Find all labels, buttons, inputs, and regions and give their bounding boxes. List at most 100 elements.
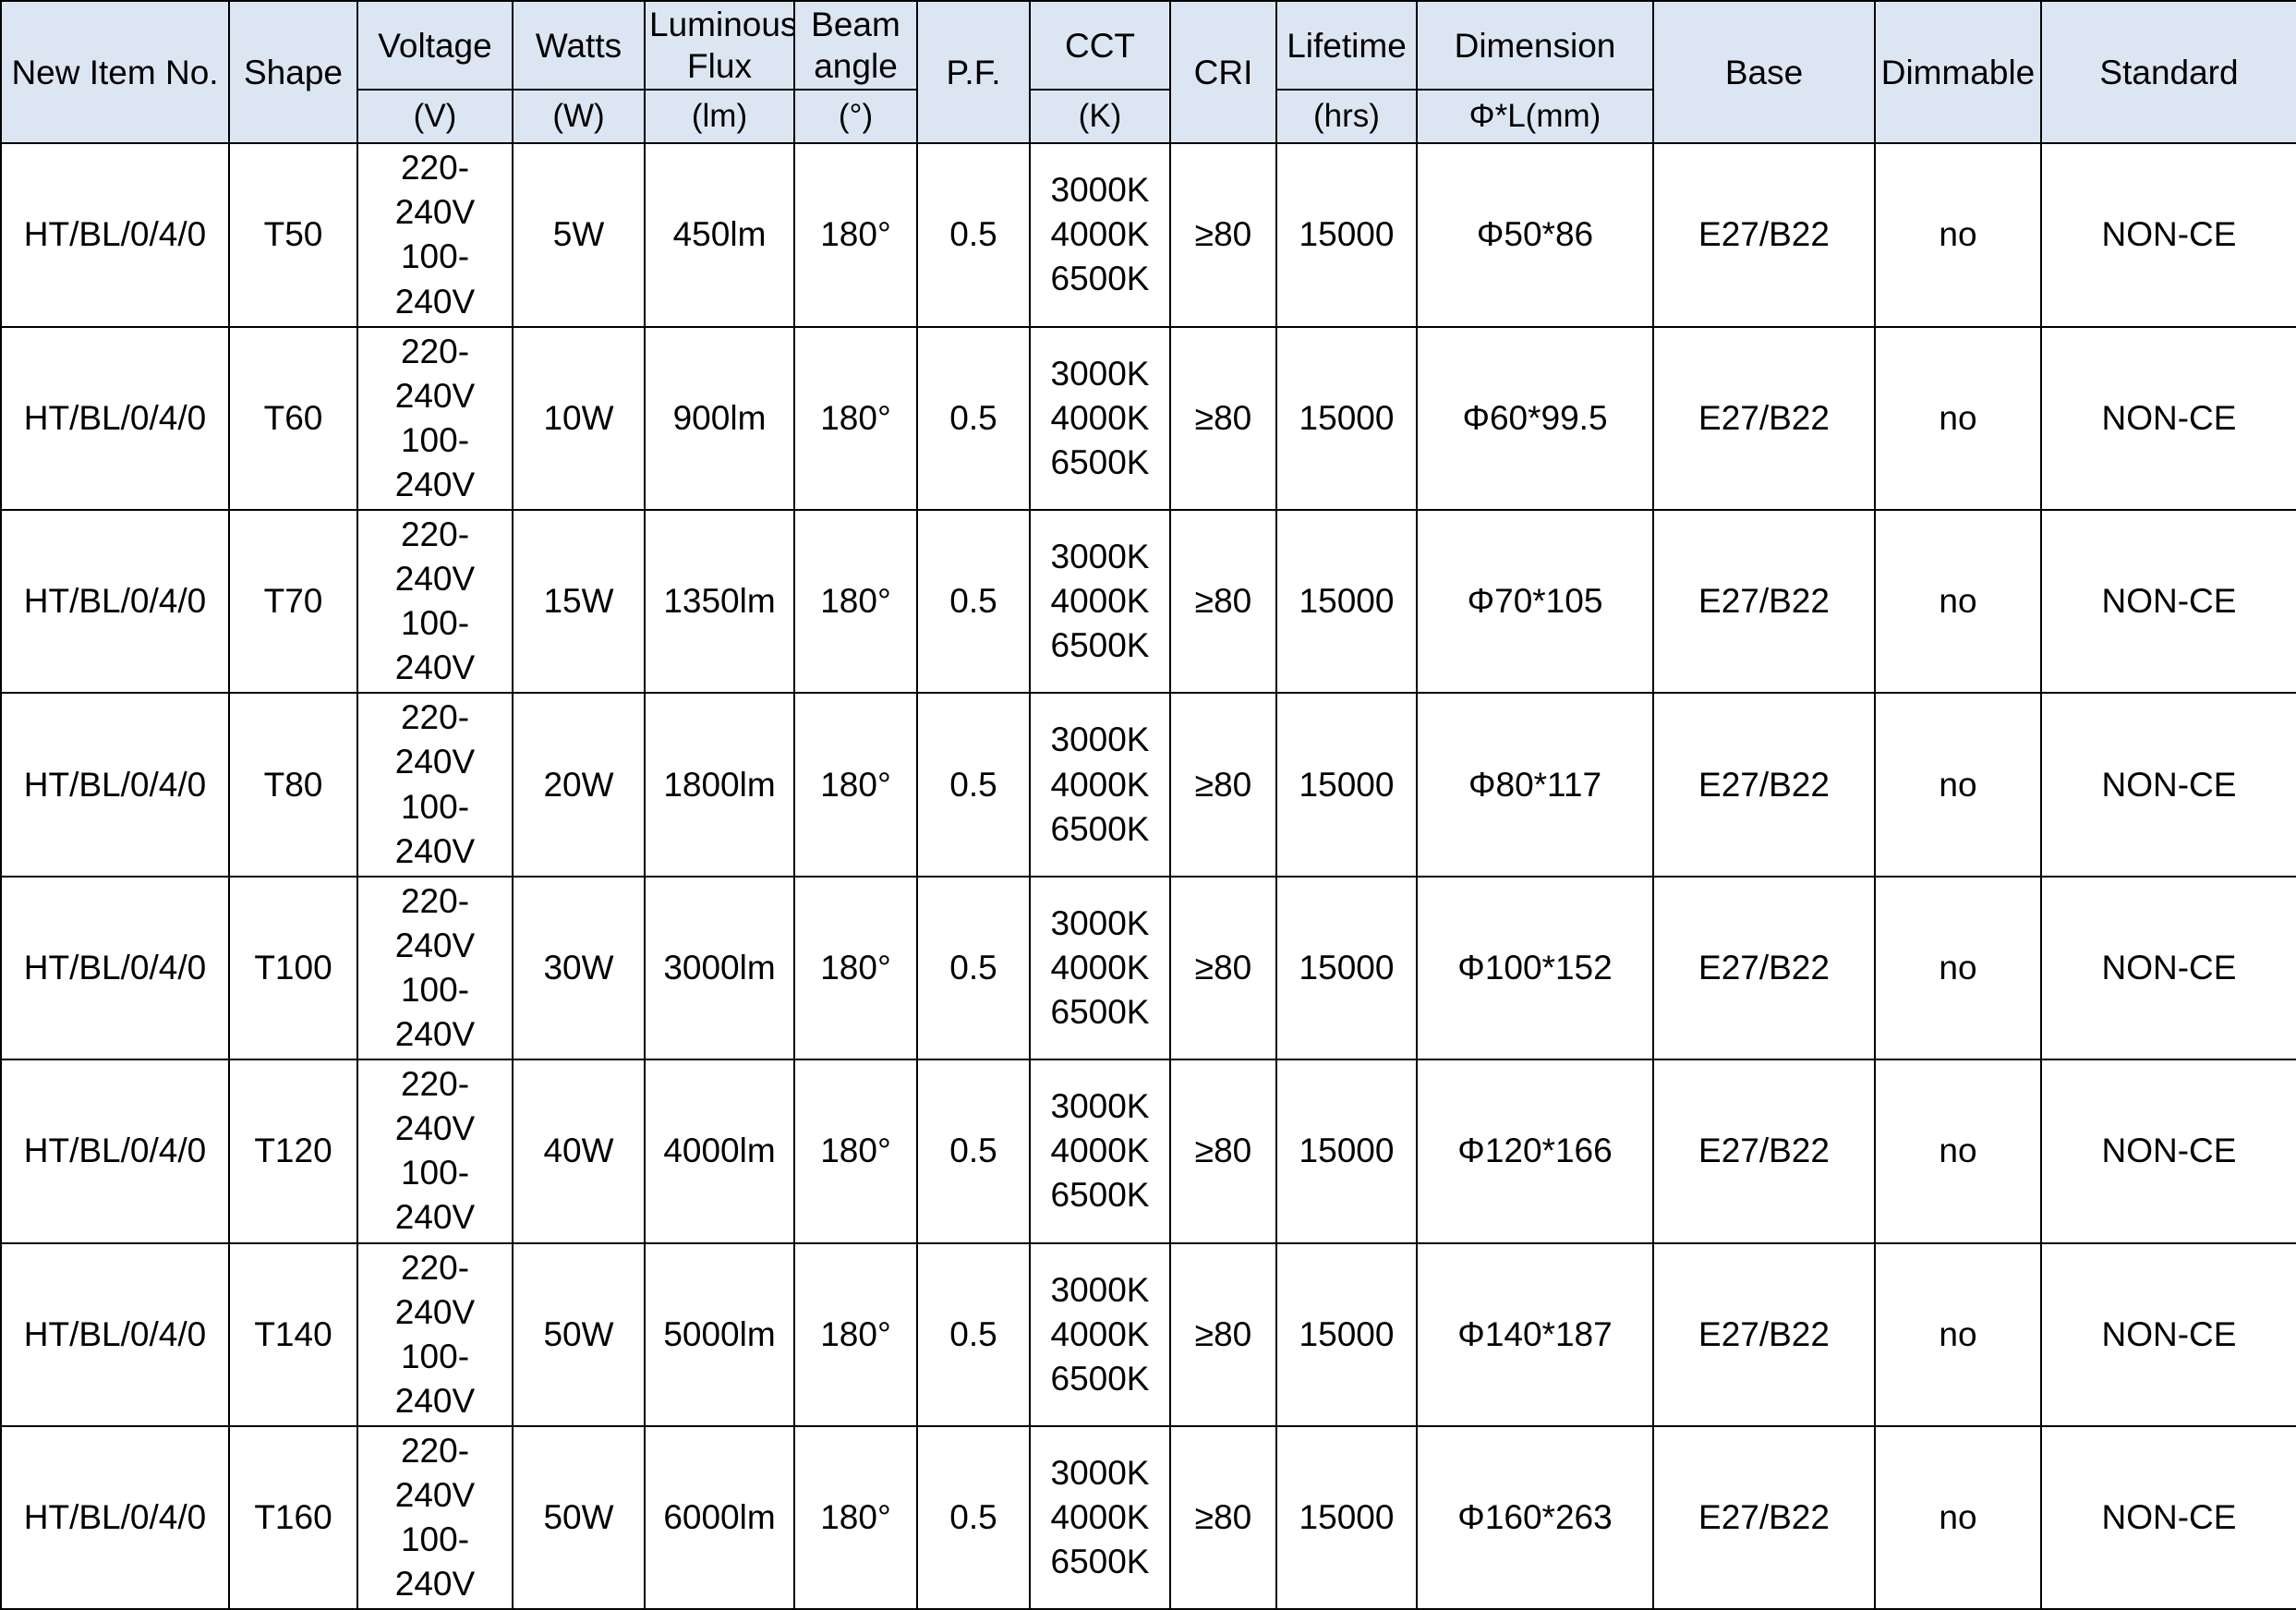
column-header-watts[interactable]: Watts: [512, 0, 646, 91]
cell-item: HT/BL/0/4/0: [0, 508, 230, 695]
cell-beam: 180°: [793, 325, 918, 512]
table-row: HT/BL/0/4/0 T70 220-240V 100-240V 15W 1350lm…: [0, 508, 2296, 695]
cell-cct: 3000K 4000K 6500K: [1029, 1241, 1171, 1427]
cell-cri: ≥80: [1169, 875, 1277, 1061]
cell-lifetime: 15000: [1275, 692, 1418, 878]
cell-base: E27/B22: [1652, 325, 1876, 512]
column-header-cct[interactable]: CCT: [1029, 0, 1171, 91]
cell-dimension: Φ140*187: [1416, 1241, 1654, 1427]
column-header-pf[interactable]: P.F.: [916, 0, 1031, 145]
cell-cct: 3000K 4000K 6500K: [1029, 508, 1171, 695]
column-header-standard[interactable]: Standard: [2040, 0, 2296, 145]
cell-standard: NON-CE: [2040, 692, 2296, 878]
cell-dimmable: no: [1874, 1241, 2042, 1427]
cell-base: E27/B22: [1652, 1059, 1876, 1244]
cell-pf: 0.5: [916, 1241, 1031, 1427]
cell-item: HT/BL/0/4/0: [0, 325, 230, 512]
cell-watts: 5W: [512, 142, 646, 328]
header-row-title: New Item No. Shape Voltage Watts Luminous Fl…: [0, 0, 2296, 145]
cell-pf: 0.5: [916, 325, 1031, 512]
column-header-lifetime[interactable]: Lifetime: [1275, 0, 1418, 91]
cell-lifetime: 15000: [1275, 142, 1418, 328]
cell-beam: 180°: [793, 1241, 918, 1427]
column-unit-beam: (°): [793, 89, 918, 145]
cell-cct: 3000K 4000K 6500K: [1029, 142, 1171, 328]
column-header-flux[interactable]: Luminous Flux: [644, 0, 795, 91]
cell-cct: 3000K 4000K 6500K: [1029, 1059, 1171, 1244]
cell-standard: NON-CE: [2040, 875, 2296, 1061]
cell-flux: 3000lm: [644, 875, 795, 1061]
column-unit-voltage: (V): [356, 89, 514, 145]
table-row: HT/BL/0/4/0 T60 220-240V 100-240V 10W 900lm 1…: [0, 325, 2296, 512]
column-header-dimmable[interactable]: Dimmable: [1874, 0, 2042, 145]
cell-pf: 0.5: [916, 1424, 1031, 1610]
cell-dimension: Φ100*152: [1416, 875, 1654, 1061]
cell-dimension: Φ120*166: [1416, 1059, 1654, 1244]
cell-base: E27/B22: [1652, 1424, 1876, 1610]
cell-flux: 5000lm: [644, 1241, 795, 1427]
cell-pf: 0.5: [916, 1059, 1031, 1244]
cell-flux: 4000lm: [644, 1059, 795, 1244]
cell-dimension: Φ80*117: [1416, 692, 1654, 878]
cell-voltage: 220-240V 100-240V: [356, 1424, 514, 1610]
cell-base: E27/B22: [1652, 692, 1876, 878]
cell-cct: 3000K 4000K 6500K: [1029, 1424, 1171, 1610]
cell-dimension: Φ160*263: [1416, 1424, 1654, 1610]
cell-voltage: 220-240V 100-240V: [356, 1059, 514, 1244]
cell-shape: T50: [228, 142, 358, 328]
cell-shape: T140: [228, 1241, 358, 1427]
cell-lifetime: 15000: [1275, 325, 1418, 512]
cell-dimension: Φ70*105: [1416, 508, 1654, 695]
column-header-cri[interactable]: CRI: [1169, 0, 1277, 145]
column-header-item[interactable]: New Item No.: [0, 0, 230, 145]
cell-watts: 15W: [512, 508, 646, 695]
cell-dimmable: no: [1874, 1059, 2042, 1244]
cell-beam: 180°: [793, 508, 918, 695]
cell-dimmable: no: [1874, 508, 2042, 695]
cell-watts: 30W: [512, 875, 646, 1061]
cell-beam: 180°: [793, 875, 918, 1061]
cell-shape: T120: [228, 1059, 358, 1244]
cell-item: HT/BL/0/4/0: [0, 875, 230, 1061]
cell-item: HT/BL/0/4/0: [0, 1241, 230, 1427]
cell-shape: T80: [228, 692, 358, 878]
column-unit-flux: (lm): [644, 89, 795, 145]
cell-lifetime: 15000: [1275, 875, 1418, 1061]
column-header-dimension[interactable]: Dimension: [1416, 0, 1654, 91]
table-row: HT/BL/0/4/0 T100 220-240V 100-240V 30W 3000l…: [0, 875, 2296, 1061]
cell-voltage: 220-240V 100-240V: [356, 1241, 514, 1427]
cell-flux: 900lm: [644, 325, 795, 512]
cell-cri: ≥80: [1169, 1424, 1277, 1610]
cell-voltage: 220-240V 100-240V: [356, 692, 514, 878]
cell-cri: ≥80: [1169, 1059, 1277, 1244]
column-unit-dimension: Φ*L(mm): [1416, 89, 1654, 145]
cell-voltage: 220-240V 100-240V: [356, 142, 514, 328]
cell-lifetime: 15000: [1275, 1241, 1418, 1427]
table-body: HT/BL/0/4/0 T50 220-240V 100-240V 5W 450lm 18…: [0, 142, 2296, 1610]
cell-flux: 1800lm: [644, 692, 795, 878]
cell-dimmable: no: [1874, 875, 2042, 1061]
cell-dimension: Φ60*99.5: [1416, 325, 1654, 512]
cell-item: HT/BL/0/4/0: [0, 692, 230, 878]
cell-dimmable: no: [1874, 142, 2042, 328]
cell-shape: T160: [228, 1424, 358, 1610]
column-header-base[interactable]: Base: [1652, 0, 1876, 145]
cell-watts: 50W: [512, 1241, 646, 1427]
table-row: HT/BL/0/4/0 T160 220-240V 100-240V 50W 6000l…: [0, 1424, 2296, 1610]
cell-shape: T100: [228, 875, 358, 1061]
cell-base: E27/B22: [1652, 1241, 1876, 1427]
column-header-beam[interactable]: Beam angle: [793, 0, 918, 91]
cell-dimension: Φ50*86: [1416, 142, 1654, 328]
cell-flux: 1350lm: [644, 508, 795, 695]
column-header-shape[interactable]: Shape: [228, 0, 358, 145]
cell-lifetime: 15000: [1275, 508, 1418, 695]
cell-pf: 0.5: [916, 875, 1031, 1061]
cell-standard: NON-CE: [2040, 1059, 2296, 1244]
column-unit-lifetime: (hrs): [1275, 89, 1418, 145]
cell-item: HT/BL/0/4/0: [0, 1059, 230, 1244]
cell-cri: ≥80: [1169, 142, 1277, 328]
column-header-voltage[interactable]: Voltage: [356, 0, 514, 91]
cell-beam: 180°: [793, 1059, 918, 1244]
cell-item: HT/BL/0/4/0: [0, 142, 230, 328]
